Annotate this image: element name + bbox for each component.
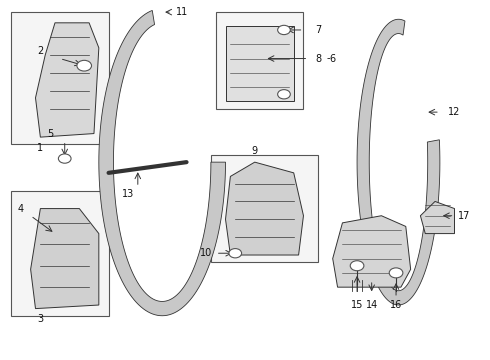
- Text: 2: 2: [37, 46, 44, 57]
- Text: 7: 7: [315, 25, 321, 35]
- Text: 6: 6: [330, 54, 336, 64]
- Circle shape: [278, 25, 290, 35]
- Text: 13: 13: [122, 189, 134, 199]
- Text: 10: 10: [200, 248, 212, 258]
- Polygon shape: [35, 23, 99, 137]
- Text: 12: 12: [448, 107, 461, 117]
- Circle shape: [77, 60, 92, 71]
- Text: 14: 14: [366, 300, 378, 310]
- FancyBboxPatch shape: [11, 12, 109, 144]
- Polygon shape: [225, 162, 303, 255]
- Text: -: -: [326, 54, 330, 64]
- Circle shape: [229, 249, 242, 258]
- Text: 3: 3: [37, 314, 44, 324]
- Text: 11: 11: [175, 7, 188, 17]
- FancyBboxPatch shape: [11, 191, 109, 316]
- Polygon shape: [420, 202, 455, 234]
- Text: 17: 17: [458, 211, 470, 221]
- Circle shape: [278, 90, 290, 99]
- FancyBboxPatch shape: [211, 155, 318, 262]
- Polygon shape: [99, 10, 225, 316]
- Text: 4: 4: [18, 203, 24, 213]
- FancyBboxPatch shape: [216, 12, 303, 109]
- Text: 5: 5: [47, 129, 53, 139]
- Text: 15: 15: [351, 300, 363, 310]
- Polygon shape: [357, 19, 440, 305]
- Polygon shape: [225, 26, 294, 102]
- Circle shape: [350, 261, 364, 271]
- Text: 8: 8: [315, 54, 321, 64]
- Text: 9: 9: [252, 147, 258, 157]
- Polygon shape: [30, 208, 99, 309]
- Text: 1: 1: [37, 143, 44, 153]
- Text: 16: 16: [390, 300, 402, 310]
- Circle shape: [58, 154, 71, 163]
- Circle shape: [389, 268, 403, 278]
- Polygon shape: [333, 216, 411, 287]
